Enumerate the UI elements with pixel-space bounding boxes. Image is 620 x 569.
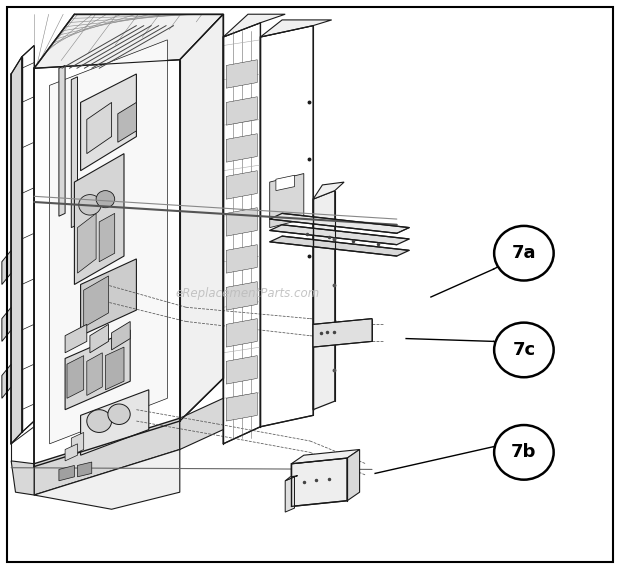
Circle shape (87, 410, 112, 432)
Polygon shape (223, 14, 285, 37)
Polygon shape (90, 324, 108, 353)
Polygon shape (260, 20, 332, 37)
Polygon shape (11, 461, 34, 495)
Polygon shape (34, 14, 223, 68)
Polygon shape (2, 250, 11, 284)
Polygon shape (87, 102, 112, 154)
Polygon shape (11, 57, 22, 444)
Text: 7a: 7a (512, 244, 536, 262)
Polygon shape (270, 236, 409, 256)
Polygon shape (226, 356, 257, 384)
Polygon shape (65, 444, 78, 461)
Polygon shape (270, 213, 409, 233)
Polygon shape (99, 213, 115, 262)
Polygon shape (291, 450, 360, 464)
Polygon shape (105, 347, 124, 390)
Polygon shape (67, 356, 84, 398)
Polygon shape (270, 225, 409, 245)
Polygon shape (313, 182, 344, 199)
Polygon shape (270, 174, 304, 228)
Polygon shape (78, 213, 96, 273)
Polygon shape (34, 418, 180, 495)
Polygon shape (112, 321, 130, 350)
Polygon shape (65, 330, 130, 410)
Polygon shape (285, 476, 298, 481)
Polygon shape (84, 276, 108, 327)
Text: 7b: 7b (512, 443, 536, 461)
Polygon shape (50, 40, 167, 444)
Polygon shape (74, 154, 124, 284)
Circle shape (494, 425, 554, 480)
Polygon shape (81, 259, 136, 336)
Polygon shape (71, 77, 78, 228)
Polygon shape (260, 26, 313, 427)
Circle shape (494, 226, 554, 281)
Polygon shape (226, 60, 257, 88)
Polygon shape (78, 462, 92, 477)
Text: eReplacementParts.com: eReplacementParts.com (176, 287, 320, 299)
Polygon shape (226, 319, 257, 347)
Polygon shape (285, 477, 294, 512)
Polygon shape (59, 465, 74, 481)
Polygon shape (180, 14, 223, 421)
Polygon shape (226, 282, 257, 310)
Polygon shape (226, 171, 257, 199)
Circle shape (79, 195, 101, 215)
Polygon shape (226, 134, 257, 162)
Polygon shape (291, 458, 347, 506)
Polygon shape (226, 208, 257, 236)
Polygon shape (226, 97, 257, 125)
Circle shape (108, 404, 130, 424)
Circle shape (96, 191, 115, 208)
Circle shape (494, 323, 554, 377)
Polygon shape (223, 23, 260, 444)
Polygon shape (81, 390, 149, 455)
Polygon shape (34, 23, 180, 467)
Polygon shape (347, 450, 360, 501)
Polygon shape (118, 102, 136, 142)
Polygon shape (65, 324, 87, 353)
Polygon shape (313, 319, 372, 347)
Polygon shape (81, 74, 136, 171)
Polygon shape (2, 307, 11, 341)
Polygon shape (276, 175, 294, 191)
Polygon shape (180, 398, 223, 450)
Polygon shape (87, 353, 102, 395)
Polygon shape (226, 245, 257, 273)
Polygon shape (71, 432, 84, 455)
Polygon shape (59, 65, 65, 216)
Polygon shape (226, 393, 257, 421)
Polygon shape (34, 450, 180, 509)
Polygon shape (2, 364, 11, 398)
Polygon shape (313, 191, 335, 410)
Polygon shape (22, 46, 34, 432)
Text: 7c: 7c (512, 341, 536, 359)
